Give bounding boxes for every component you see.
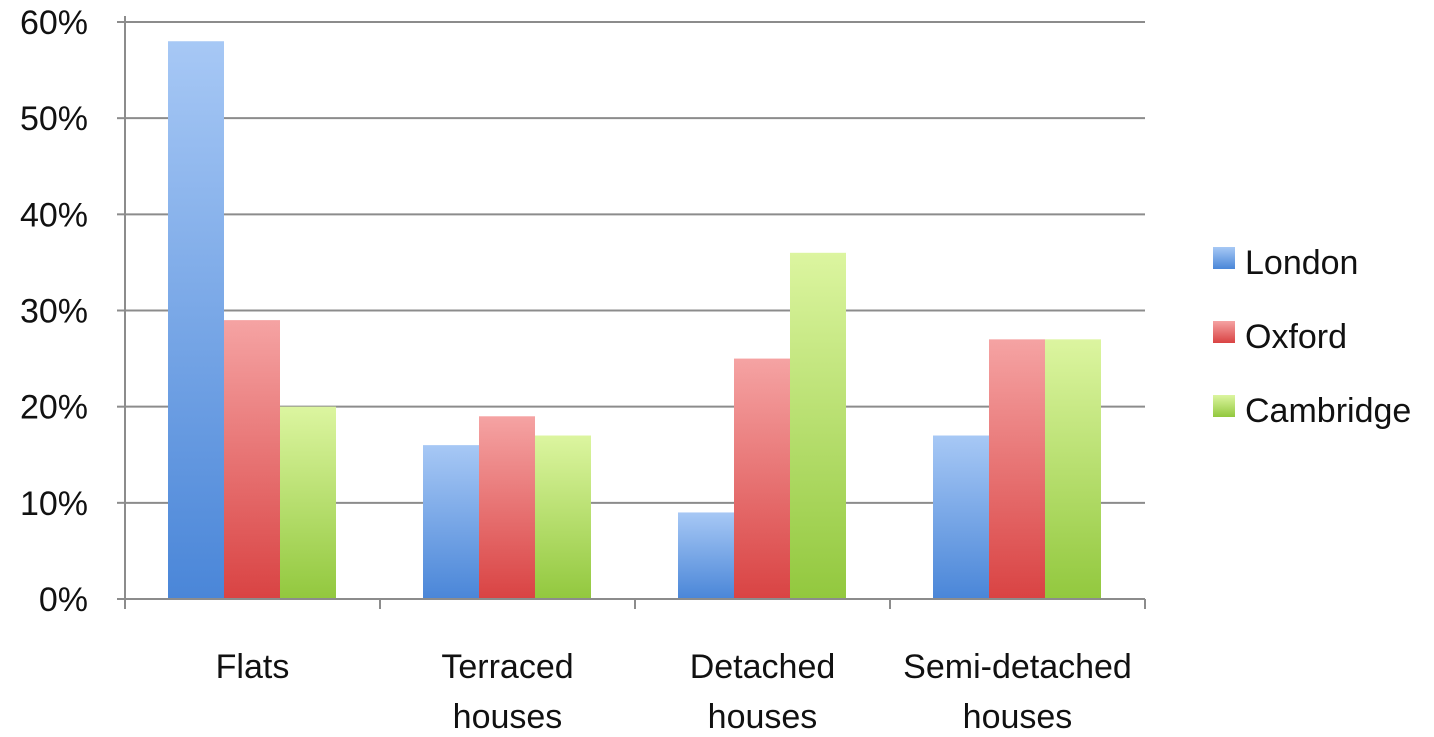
x-category-label: Detached houses <box>690 648 836 736</box>
y-tick-label: 40% <box>20 196 88 234</box>
x-category-label: Semi-detached houses <box>903 648 1132 736</box>
bar-london-2 <box>678 512 734 599</box>
legend-label-london: London <box>1245 244 1358 282</box>
bar-oxford-0 <box>224 320 280 599</box>
legend-label-cambridge: Cambridge <box>1245 392 1411 430</box>
bars <box>168 41 1101 600</box>
bar-london-3 <box>933 435 989 599</box>
legend-label-oxford: Oxford <box>1245 318 1347 356</box>
bar-cambridge-3 <box>1045 339 1101 599</box>
bar-oxford-3 <box>989 339 1045 599</box>
axes <box>124 16 1146 609</box>
bar-london-1 <box>423 445 479 599</box>
bar-oxford-1 <box>479 416 535 599</box>
bar-cambridge-1 <box>535 435 591 599</box>
legend-swatch-oxford <box>1213 321 1235 343</box>
y-tick-labels: 0% 10% 20% 30% 40% 50% 60% <box>20 4 88 619</box>
y-tick-label: 30% <box>20 293 88 331</box>
y-tick-label: 20% <box>20 389 88 427</box>
y-tick-label: 60% <box>20 4 88 42</box>
bar-london-0 <box>168 41 224 599</box>
x-category-labels: Flats Terraced houses Detached houses Semi-de… <box>216 648 1132 736</box>
x-category-label: Flats <box>216 648 290 686</box>
legend-swatch-london <box>1213 247 1235 269</box>
legend: London Oxford Cambridge <box>1213 244 1411 430</box>
y-tick-label: 0% <box>39 581 88 619</box>
y-tick-label: 10% <box>20 485 88 523</box>
x-category-label: Terraced houses <box>441 648 573 736</box>
bar-oxford-2 <box>734 358 790 599</box>
y-tick-label: 50% <box>20 100 88 138</box>
legend-swatch-cambridge <box>1213 395 1235 417</box>
bar-cambridge-2 <box>790 252 846 600</box>
bar-cambridge-0 <box>280 406 336 599</box>
